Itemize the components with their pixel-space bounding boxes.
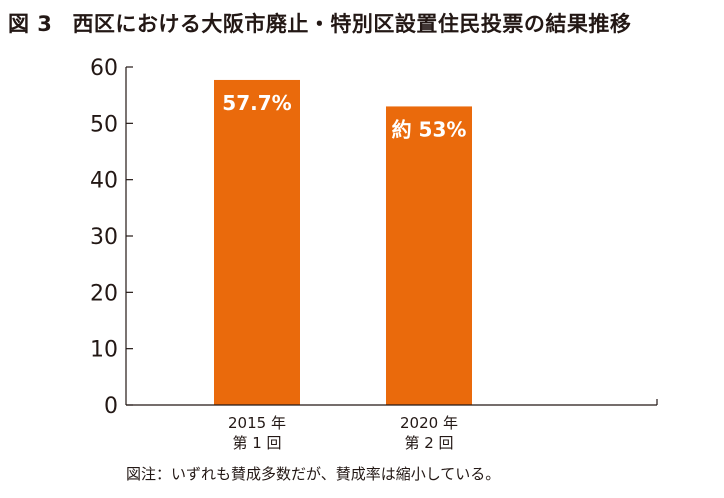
figure-title: 図 3 西区における大阪市廃止・特別区設置住民投票の結果推移 — [8, 8, 631, 38]
y-tick-label-60: 60 — [90, 56, 118, 81]
x-tick-label-2-year: 2020 年 — [400, 414, 458, 432]
y-tick-label-50: 50 — [90, 112, 118, 137]
data-label-2: 約 53% — [392, 117, 467, 141]
x-tick-label-2-round: 第 2 回 — [404, 434, 453, 452]
y-tick-label-30: 30 — [90, 225, 118, 250]
figure-title-text: 西区における大阪市廃止・特別区設置住民投票の結果推移 — [72, 12, 632, 36]
figure-number: 図 3 — [8, 12, 53, 36]
data-label-1: 57.7% — [222, 91, 291, 115]
y-tick-label-10: 10 — [90, 338, 118, 363]
y-tick-label-40: 40 — [90, 169, 118, 194]
x-tick-label-1-year: 2015 年 — [228, 414, 286, 432]
footnote: 図注：いずれも賛成多数だが、賛成率は縮小している。 — [126, 465, 501, 483]
y-tick-label-20: 20 — [90, 281, 118, 306]
x-tick-label-1-round: 第 1 回 — [232, 434, 281, 452]
bar-1 — [214, 79, 300, 405]
bar-2 — [386, 106, 472, 405]
y-tick-label-0: 0 — [104, 394, 118, 419]
